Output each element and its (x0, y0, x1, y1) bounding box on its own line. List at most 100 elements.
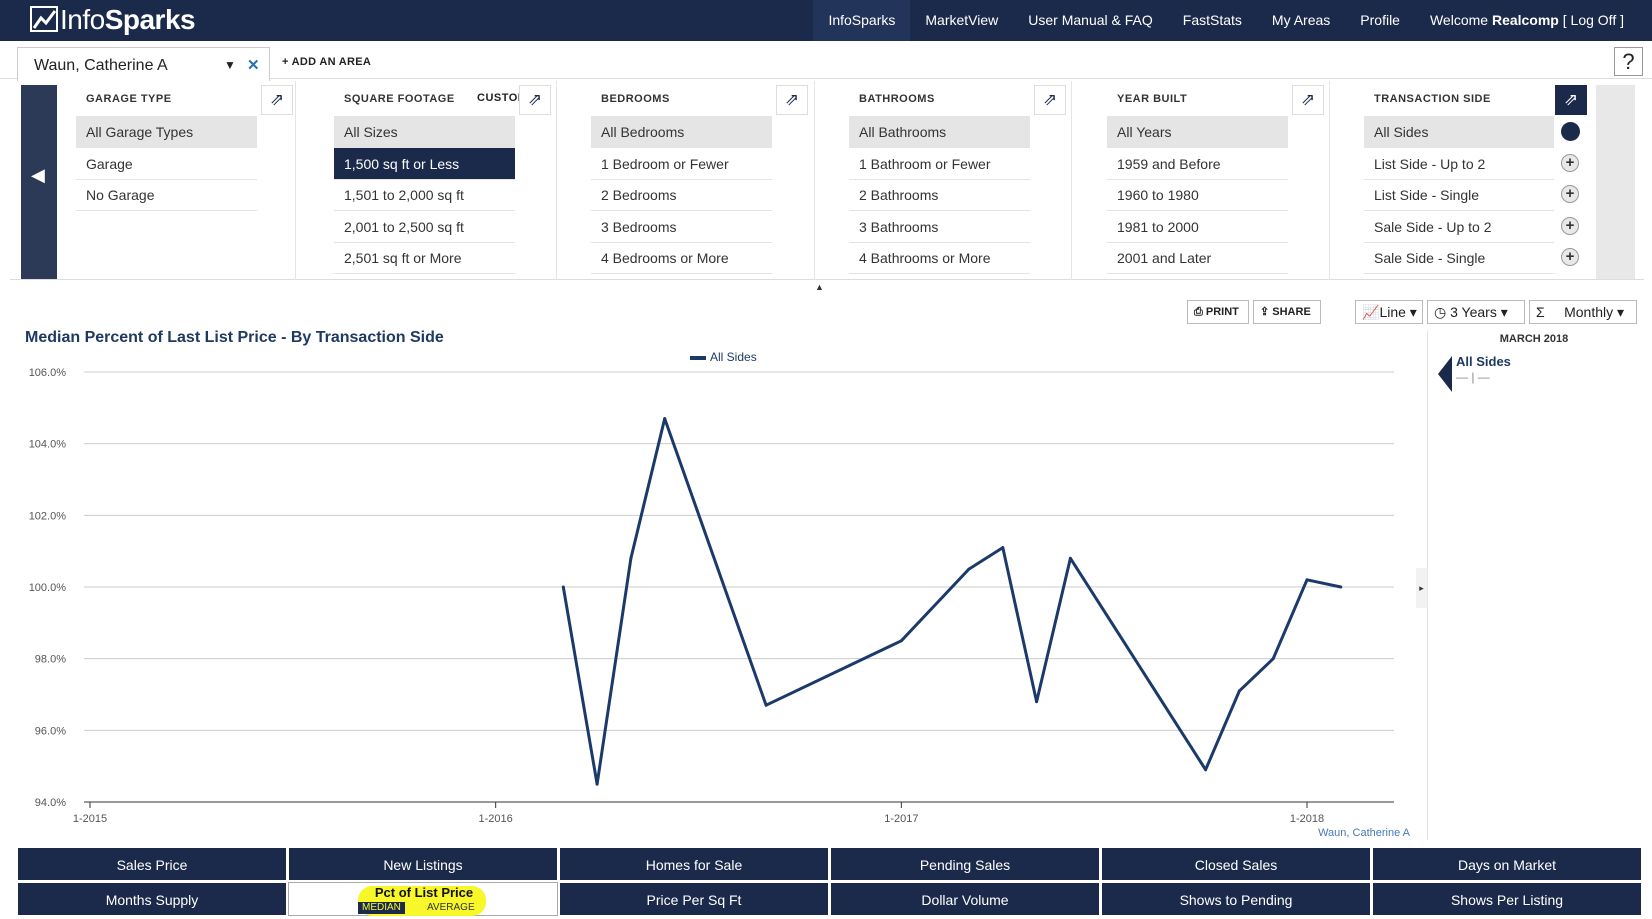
metric-shows-per-listing[interactable]: Shows Per Listing (1372, 882, 1642, 916)
breakout-icon[interactable]: ⇗ (519, 85, 551, 115)
interval-value: Monthly (1564, 304, 1614, 320)
sidebar-series-value: — | — (1456, 370, 1490, 384)
detail-sidebar: MARCH 2018 All Sides — | — (1427, 330, 1639, 840)
filter-option-selected[interactable]: 1,500 sq ft or Less (334, 148, 515, 180)
filter-option[interactable]: No Garage (76, 179, 257, 211)
metric-tiles: Sales Price New Listings Homes for Sale … (17, 847, 1644, 917)
filter-option[interactable]: List Side - Up to 2 (1364, 148, 1554, 180)
metric-closed-sales[interactable]: Closed Sales (1101, 847, 1371, 881)
data-point (899, 639, 903, 643)
time-range-value: 3 Years (1450, 304, 1497, 320)
average-toggle[interactable]: AVERAGE (427, 902, 475, 913)
y-tick-label: 102.0% (29, 510, 67, 522)
data-point (1001, 546, 1005, 550)
filter-option[interactable]: 4 Bedrooms or More (591, 242, 772, 274)
filter-option[interactable]: 1959 and Before (1107, 148, 1288, 180)
chart-legend[interactable]: All Sides (690, 350, 757, 364)
time-range-select[interactable]: ◷ 3 Years ▾ (1427, 300, 1525, 324)
metric-pending-sales[interactable]: Pending Sales (830, 847, 1100, 881)
data-point (1035, 700, 1039, 704)
y-tick-label: 94.0% (35, 797, 66, 809)
add-area-button[interactable]: + ADD AN AREA (282, 56, 372, 68)
filter-option[interactable]: 1981 to 2000 (1107, 211, 1288, 243)
legend-swatch (690, 355, 706, 360)
print-button[interactable]: ⎙ PRINT (1187, 300, 1249, 324)
sidebar-series-label: All Sides (1456, 354, 1511, 369)
close-icon[interactable]: ✕ (247, 57, 260, 74)
filter-option[interactable]: 1 Bathroom or Fewer (849, 148, 1030, 180)
filter-option[interactable]: All Garage Types (76, 116, 257, 148)
median-toggle[interactable]: MEDIAN (358, 902, 405, 914)
filter-panel: ◀ GARAGE TYPE ⇗ All Garage Types Garage … (10, 81, 1644, 280)
breakout-icon[interactable]: ⇗ (1292, 85, 1324, 115)
x-tick-label: 1-2018 (1290, 813, 1324, 825)
help-button[interactable]: ? (1614, 47, 1643, 76)
plus-icon[interactable]: + (1561, 154, 1579, 172)
logoff-link[interactable]: [ Log Off ] (1558, 12, 1624, 28)
chart-type-value: Line (1379, 304, 1406, 320)
filter-option[interactable]: All Years (1107, 116, 1288, 148)
filter-option[interactable]: All Sides (1364, 116, 1554, 148)
filter-option[interactable]: Sale Side - Up to 2 (1364, 211, 1554, 243)
filter-option[interactable]: 1 Bedroom or Fewer (591, 148, 772, 180)
filter-option[interactable]: 2001 and Later (1107, 242, 1288, 274)
filter-option[interactable]: 3 Bedrooms (591, 211, 772, 243)
nav-user-manual[interactable]: User Manual & FAQ (1028, 12, 1153, 28)
nav-infosparks[interactable]: InfoSparks (813, 0, 911, 41)
filter-option[interactable]: Sale Side - Single (1364, 242, 1554, 274)
plus-icon[interactable]: + (1561, 185, 1579, 203)
chart-type-select[interactable]: 📈Line ▾ (1355, 300, 1423, 324)
plus-icon[interactable]: + (1561, 217, 1579, 235)
breakout-icon[interactable]: ⇗ (776, 85, 808, 115)
breakout-icon[interactable]: ⇗ (261, 85, 293, 115)
filter-option[interactable]: 2 Bathrooms (849, 179, 1030, 211)
sidebar-month: MARCH 2018 (1499, 333, 1569, 345)
custom-link[interactable]: CUSTOM (477, 92, 528, 104)
metric-months-supply[interactable]: Months Supply (17, 882, 287, 916)
series-line (561, 417, 1342, 786)
breakout-icon[interactable]: ⇗ (1034, 85, 1066, 115)
filter-option[interactable]: Garage (76, 148, 257, 180)
filter-option[interactable]: 3 Bathrooms (849, 211, 1030, 243)
interval-select[interactable]: Σ Monthly ▾ (1529, 300, 1637, 324)
metric-pct-of-list-price[interactable]: Pct of List Price MEDIAN AVERAGE (288, 882, 558, 916)
nav-my-areas[interactable]: My Areas (1271, 12, 1331, 28)
sidebar-toggle[interactable]: ▸ (1416, 568, 1427, 608)
filter-option[interactable]: List Side - Single (1364, 179, 1554, 211)
caret-down-icon: ▾ (1617, 304, 1625, 320)
nav-profile[interactable]: Profile (1360, 12, 1400, 28)
nav-faststats[interactable]: FastStats (1182, 12, 1242, 28)
metric-days-on-market[interactable]: Days on Market (1372, 847, 1642, 881)
filter-option[interactable]: 4 Bathrooms or More (849, 242, 1030, 274)
filters-scroll-left[interactable]: ◀ (21, 85, 57, 279)
filters-scroll-right[interactable] (1596, 85, 1635, 279)
filter-option[interactable]: 1,501 to 2,000 sq ft (334, 179, 515, 211)
caret-down-icon[interactable]: ▼ (224, 58, 236, 72)
metric-homes-for-sale[interactable]: Homes for Sale (559, 847, 829, 881)
metric-sales-price[interactable]: Sales Price (17, 847, 287, 881)
line-chart[interactable]: 94.0% 96.0% 98.0% 100.0% 102.0% 104.0% 106.0% 1… (0, 350, 1420, 840)
data-point (1339, 585, 1343, 589)
filter-option[interactable]: All Sizes (334, 116, 515, 148)
filter-option[interactable]: 2,001 to 2,500 sq ft (334, 211, 515, 243)
metric-shows-to-pending[interactable]: Shows to Pending (1101, 882, 1371, 916)
breakout-icon-active[interactable]: ⇗ (1555, 85, 1587, 115)
area-selector[interactable]: Waun, Catherine A ▼ ✕ (17, 47, 270, 81)
share-button[interactable]: ⇪ SHARE (1253, 300, 1321, 324)
filter-option[interactable]: All Bedrooms (591, 116, 772, 148)
filter-option[interactable]: All Bathrooms (849, 116, 1030, 148)
filter-option[interactable]: 2,501 sq ft or More (334, 242, 515, 274)
selected-dot-icon[interactable] (1561, 122, 1580, 141)
filter-option[interactable]: 2 Bedrooms (591, 179, 772, 211)
nav-marketview[interactable]: MarketView (925, 12, 999, 28)
metric-price-per-sq-ft[interactable]: Price Per Sq Ft (559, 882, 829, 916)
metric-new-listings[interactable]: New Listings (288, 847, 558, 881)
plus-icon[interactable]: + (1561, 248, 1579, 266)
metric-dollar-volume[interactable]: Dollar Volume (830, 882, 1100, 916)
filter-option[interactable]: 1960 to 1980 (1107, 179, 1288, 211)
y-tick-label: 98.0% (35, 654, 66, 666)
filter-title: SQUARE FOOTAGE (344, 93, 455, 105)
collapse-filters-icon[interactable]: ▲ (815, 282, 824, 292)
data-point (1204, 768, 1208, 772)
infosparks-logo[interactable]: Info Sparks (30, 2, 196, 38)
